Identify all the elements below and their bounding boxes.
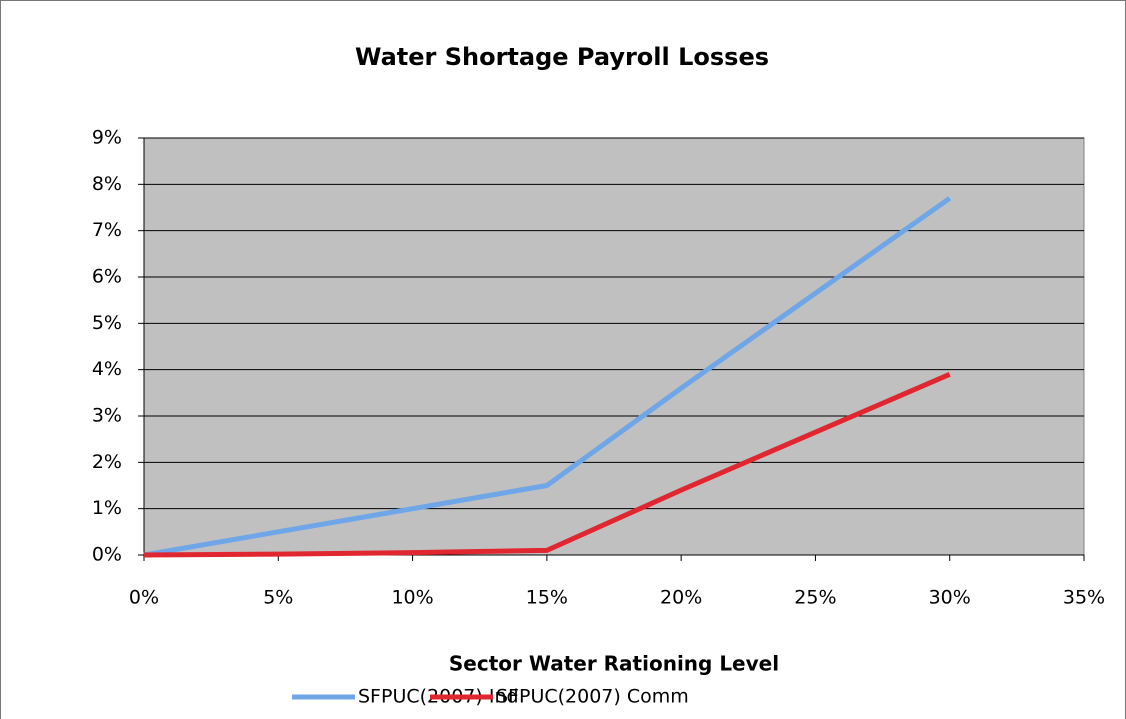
x-tick-label: 15% — [526, 587, 568, 609]
x-tick-label: 25% — [794, 587, 836, 609]
y-tick-label: 0% — [92, 544, 122, 566]
x-tick-label: 10% — [391, 587, 433, 609]
x-tick-label: 0% — [129, 587, 159, 609]
series-line — [143, 196, 952, 558]
legend-label: SFPUC(2007) Comm — [496, 686, 689, 708]
plot-area — [143, 137, 1085, 556]
y-tick-label: 2% — [92, 451, 122, 473]
y-tick-label: 5% — [92, 312, 122, 334]
x-tick-label: 30% — [929, 587, 971, 609]
x-axis-title: Sector Water Rationing Level — [449, 652, 779, 676]
x-tick-label: 5% — [263, 587, 293, 609]
x-tick-label: 35% — [1063, 587, 1105, 609]
y-tick-label: 1% — [92, 497, 122, 519]
series-line — [143, 372, 951, 558]
y-tick-label: 9% — [92, 127, 122, 149]
chart-title: Water Shortage Payroll Losses — [355, 43, 769, 71]
y-tick-label: 6% — [92, 266, 122, 288]
x-tick-label: 20% — [660, 587, 702, 609]
y-tick-label: 3% — [92, 405, 122, 427]
y-tick-label: 8% — [92, 173, 122, 195]
y-tick-label: 7% — [92, 219, 122, 241]
y-tick-label: 4% — [92, 358, 122, 380]
